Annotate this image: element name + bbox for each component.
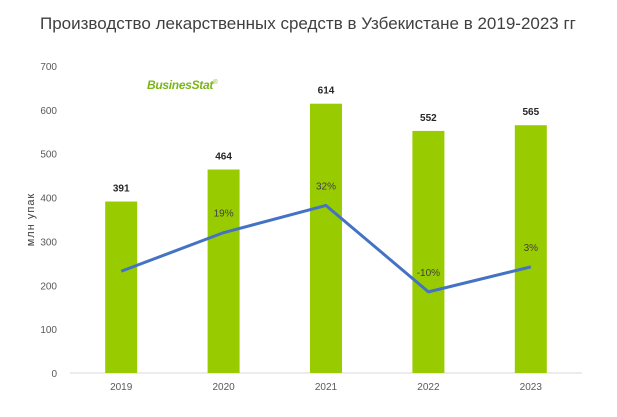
x-tick-label: 2023: [520, 382, 543, 393]
bar: [514, 125, 547, 373]
bar: [105, 201, 138, 373]
businesstat-logo: BusinesStat®: [147, 78, 218, 92]
x-tick-label: 2021: [315, 382, 338, 393]
x-tick-label: 2022: [417, 382, 440, 393]
growth-line: [120, 203, 532, 294]
bar-value-label: 391: [113, 184, 130, 195]
growth-label: 32%: [316, 181, 336, 192]
bar-value-label: 552: [420, 113, 437, 124]
y-tick-label: 300: [40, 237, 57, 248]
growth-label: -10%: [417, 268, 440, 279]
growth-label: 19%: [214, 209, 234, 220]
bar: [412, 130, 445, 373]
bar: [310, 103, 342, 374]
growth-label: 3%: [524, 243, 539, 254]
y-tick-label: 200: [40, 281, 57, 292]
y-tick-label: 500: [40, 150, 57, 161]
y-tick-label: 600: [40, 106, 57, 117]
x-tick-label: 2019: [110, 382, 133, 393]
y-axis-title: млн упак: [25, 193, 37, 247]
y-tick-label: 0: [51, 369, 57, 380]
chart-title: Производство лекарственных средств в Узб…: [40, 14, 576, 33]
bar-value-label: 565: [522, 107, 539, 118]
bar-value-label: 464: [215, 152, 232, 163]
y-tick-label: 700: [40, 62, 57, 73]
y-tick-label: 100: [40, 325, 57, 336]
x-tick-label: 2020: [212, 382, 235, 393]
y-tick-label: 400: [40, 194, 57, 205]
bar: [207, 169, 240, 373]
bar-value-label: 614: [318, 86, 335, 97]
